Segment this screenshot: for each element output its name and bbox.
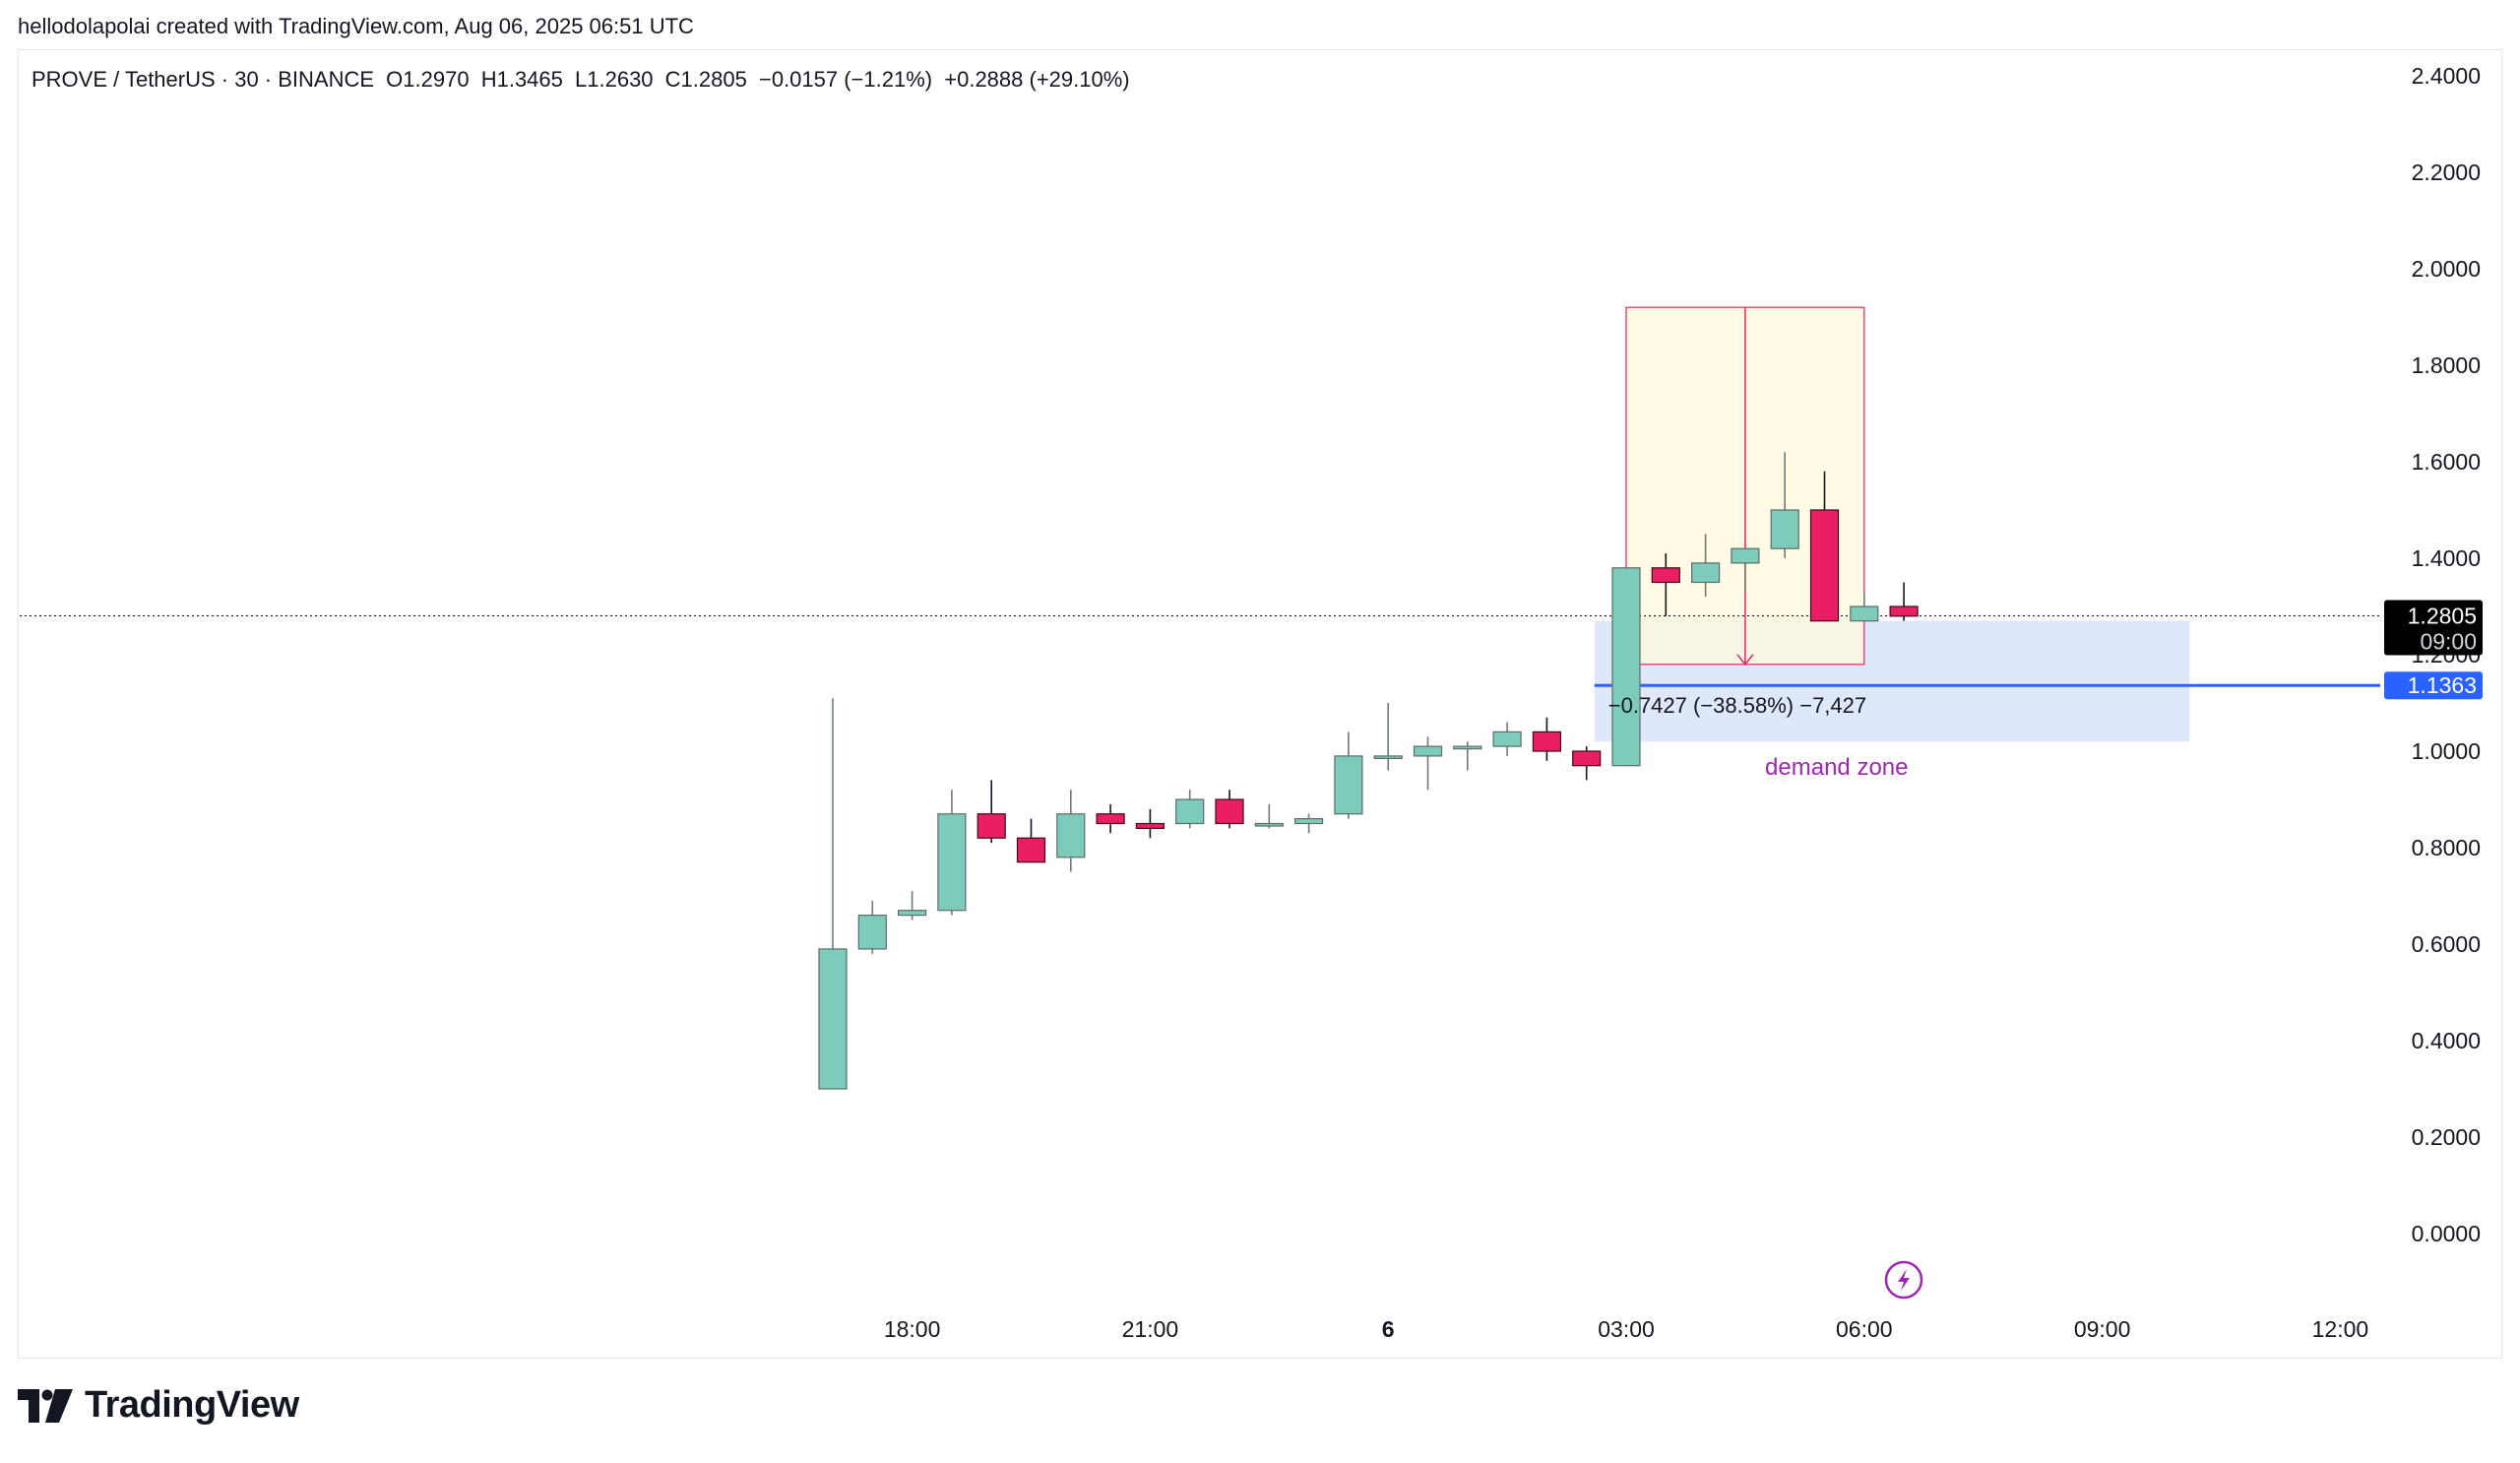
candle [1690,562,1721,584]
candle [818,948,848,1090]
candle [1850,605,1879,622]
x-tick-label: 18:00 [884,1316,941,1342]
y-tick-label: 1.8000 [2412,352,2481,378]
x-tick-label: 03:00 [1598,1316,1655,1342]
chart-frame [18,49,2502,1359]
measure-label: −0.7427 (−38.58%) −7,427 [1608,693,1866,718]
x-tick-label: 09:00 [2074,1316,2131,1342]
candle [1254,822,1284,827]
bar-countdown: 09:00 [2420,629,2477,655]
candle [1532,731,1562,752]
x-tick-label: 06:00 [1836,1316,1893,1342]
lightning-bolt [1898,1269,1910,1291]
current-price-badge [2384,600,2483,656]
candle [1651,567,1680,584]
y-tick-label: 1.6000 [2412,449,2481,475]
tradingview-logo-icon [18,1388,73,1423]
candle [1809,509,1840,622]
y-tick-label: 2.0000 [2412,256,2481,282]
candle [937,813,967,912]
candle [1731,547,1760,564]
candle [1135,822,1166,830]
ohlc-low: L1.2630 [575,67,654,92]
y-tick-label: 0.4000 [2412,1028,2481,1053]
y-tick-label: 1.0000 [2412,738,2481,764]
tradingview-brand: TradingView [85,1384,299,1426]
symbol-legend: PROVE / TetherUS · 30 · BINANCE O1.2970 … [32,67,1136,93]
x-tick-label: 6 [1382,1316,1395,1342]
price-change: −0.0157 (−1.21%) [758,67,933,92]
y-tick-label: 2.2000 [2412,159,2481,185]
symbol-name[interactable]: PROVE / TetherUS · 30 · BINANCE [32,67,375,92]
line-price-value: 1.1363 [2408,672,2477,698]
candle [1492,731,1522,747]
candle [1373,755,1403,760]
candle [1453,745,1482,750]
ohlc-high: H1.3465 [480,67,563,92]
chart-attribution: hellodolapolai created with TradingView.… [18,14,694,38]
candle [1293,817,1324,825]
measure-arrow-head [1736,654,1754,667]
candle [1175,798,1205,825]
candle [1889,605,1919,617]
candle [897,910,927,917]
y-tick-label: 0.2000 [2412,1124,2481,1150]
tradingview-logo[interactable]: TradingView [18,1384,299,1427]
current-price-value: 1.2805 [2408,604,2477,629]
candle [1334,755,1363,815]
x-tick-label: 12:00 [2312,1316,2369,1342]
candle [857,914,887,950]
candle [1572,750,1602,767]
candle [1611,567,1641,767]
y-tick-label: 0.0000 [2412,1221,2481,1246]
ohlc-open: O1.2970 [386,67,470,92]
candle [1413,745,1443,757]
y-tick-label: 2.4000 [2412,63,2481,89]
candle [1056,813,1086,859]
line-price-badge [2384,671,2483,700]
candle [976,813,1006,839]
y-tick-label: 1.4000 [2412,545,2481,571]
y-tick-label: 0.8000 [2412,835,2481,860]
ohlc-close: C1.2805 [664,67,747,92]
candle [1215,798,1244,825]
candle [1770,509,1799,549]
price-change-total: +0.2888 (+29.10%) [944,67,1130,92]
x-tick-label: 21:00 [1122,1316,1179,1342]
y-tick-label: 0.6000 [2412,931,2481,957]
demand-zone-label: demand zone [1765,754,1908,781]
candle [1096,813,1125,825]
candle [1016,837,1046,863]
